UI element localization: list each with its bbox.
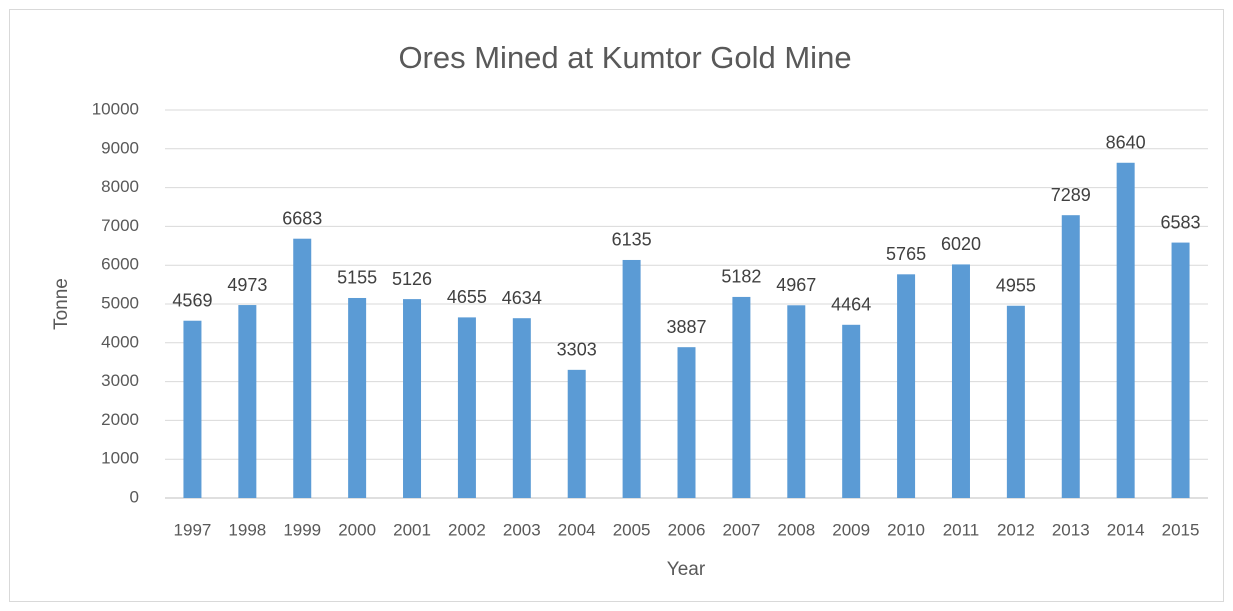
x-tick-label: 2006 — [668, 520, 706, 539]
data-label: 8640 — [1106, 133, 1146, 153]
bar — [567, 369, 586, 498]
bar — [1171, 242, 1190, 498]
x-tick-label: 2005 — [613, 520, 651, 539]
x-tick-label: 2015 — [1162, 520, 1200, 539]
bar — [677, 347, 696, 498]
y-tick-label: 1000 — [101, 449, 139, 468]
x-tick-label: 2000 — [338, 520, 376, 539]
bar — [293, 238, 312, 499]
bar — [457, 317, 476, 498]
data-label: 4967 — [776, 275, 816, 295]
x-tick-label: 2014 — [1107, 520, 1145, 539]
y-tick-label: 0 — [130, 487, 139, 506]
bar — [622, 259, 641, 498]
y-tick-label: 8000 — [101, 177, 139, 196]
data-label: 5155 — [337, 268, 377, 288]
y-tick-label: 7000 — [101, 216, 139, 235]
data-label: 6583 — [1161, 212, 1201, 232]
x-tick-label: 2001 — [393, 520, 431, 539]
x-tick-label: 2004 — [558, 520, 596, 539]
bar — [951, 264, 970, 498]
x-tick-label: 1997 — [174, 520, 212, 539]
data-label: 4655 — [447, 287, 487, 307]
x-tick-label: 2012 — [997, 520, 1035, 539]
data-label: 6683 — [282, 208, 322, 228]
y-tick-label: 4000 — [101, 332, 139, 351]
bar — [732, 296, 751, 498]
x-tick-label: 1999 — [283, 520, 321, 539]
y-tick-label: 3000 — [101, 371, 139, 390]
x-axis-label: Year — [667, 559, 706, 580]
data-label: 3303 — [557, 340, 597, 360]
x-tick-label: 2008 — [777, 520, 815, 539]
data-label: 4634 — [502, 288, 542, 308]
x-tick-label: 2002 — [448, 520, 486, 539]
y-tick-label: 9000 — [101, 138, 139, 157]
bar — [897, 274, 916, 498]
data-label: 4955 — [996, 275, 1036, 295]
chart-title: Ores Mined at Kumtor Gold Mine — [398, 40, 851, 75]
data-label: 7289 — [1051, 185, 1091, 205]
data-label: 3887 — [666, 317, 706, 337]
y-tick-label: 10000 — [92, 99, 139, 118]
x-tick-label: 2009 — [832, 520, 870, 539]
x-tick-label: 2003 — [503, 520, 541, 539]
x-tick-label: 2007 — [722, 520, 760, 539]
bar — [238, 305, 257, 498]
bar — [842, 324, 861, 498]
x-tick-label: 1998 — [228, 520, 266, 539]
bar — [512, 318, 531, 498]
chart-border — [9, 9, 1224, 602]
bar — [348, 297, 367, 498]
data-label: 6135 — [612, 230, 652, 250]
y-tick-label: 2000 — [101, 410, 139, 429]
data-label: 4464 — [831, 295, 871, 315]
x-tick-label: 2010 — [887, 520, 925, 539]
data-label: 5126 — [392, 269, 432, 289]
data-label: 5182 — [721, 267, 761, 287]
bar — [1116, 162, 1135, 498]
bar — [1061, 215, 1080, 498]
x-tick-label: 2011 — [943, 520, 980, 539]
bar — [1006, 305, 1025, 498]
data-label: 5765 — [886, 244, 926, 264]
y-tick-label: 6000 — [101, 255, 139, 274]
bar — [183, 320, 202, 498]
data-label: 4569 — [172, 290, 212, 310]
x-tick-label: 2013 — [1052, 520, 1090, 539]
bar — [403, 299, 422, 498]
data-label: 6020 — [941, 234, 981, 254]
bar — [787, 305, 806, 498]
y-tick-label: 5000 — [101, 293, 139, 312]
y-axis-label: Tonne — [51, 278, 72, 330]
data-label: 4973 — [227, 275, 267, 295]
